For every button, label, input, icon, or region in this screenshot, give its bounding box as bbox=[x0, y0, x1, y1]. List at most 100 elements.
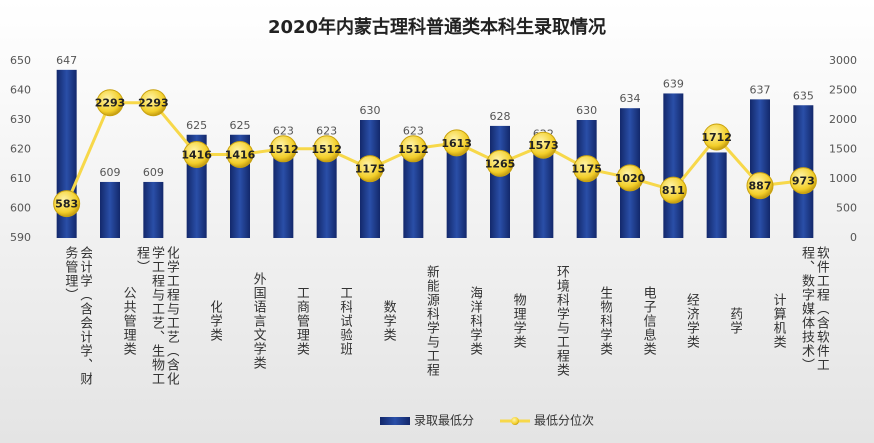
y2-tick-label: 2000 bbox=[829, 113, 857, 126]
legend-label: 最低分位次 bbox=[534, 413, 594, 428]
y-tick-label: 590 bbox=[10, 231, 31, 244]
bar bbox=[403, 140, 424, 238]
line-marker bbox=[529, 131, 557, 159]
y-tick-label: 600 bbox=[10, 202, 31, 215]
bar bbox=[750, 99, 770, 238]
x-tick-label: 环境科学与工程类 bbox=[553, 265, 569, 377]
bar-value-label: 625 bbox=[230, 119, 251, 132]
x-tick-label-box: 药学 bbox=[727, 307, 743, 335]
legend-swatch bbox=[380, 417, 410, 425]
chart-title: 2020年内蒙古理科普通类本科生录取情况 bbox=[268, 16, 606, 38]
x-tick-label-box: 生物科学类 bbox=[597, 286, 612, 356]
legend-swatch-marker bbox=[511, 417, 519, 425]
bar bbox=[706, 152, 727, 238]
line-value-label: 1712 bbox=[701, 131, 732, 144]
line-value-label: 1613 bbox=[441, 137, 472, 150]
x-tick-label: 药学 bbox=[727, 307, 743, 335]
x-tick-label: 工商管理类 bbox=[293, 286, 309, 356]
x-tick-label: 化学类 bbox=[207, 300, 223, 342]
line-marker bbox=[183, 140, 211, 168]
line-value-label: 1512 bbox=[268, 143, 299, 156]
bar bbox=[663, 93, 684, 238]
y2-tick-label: 1500 bbox=[829, 143, 857, 156]
line-value-label: 1175 bbox=[571, 163, 602, 176]
y-tick-label: 630 bbox=[10, 113, 31, 126]
y-tick-label: 610 bbox=[10, 172, 31, 185]
line-value-label: 1265 bbox=[485, 157, 516, 170]
line-marker bbox=[313, 135, 341, 163]
bar bbox=[143, 181, 164, 238]
x-tick-label-box: 计算机类 bbox=[770, 293, 786, 349]
line-value-label: 1416 bbox=[225, 148, 256, 161]
bar-value-label: 628 bbox=[490, 110, 511, 123]
line-value-label: 1416 bbox=[181, 148, 212, 161]
x-tick-label-box: 外国语言文学类 bbox=[250, 272, 266, 370]
x-tick-label-box: 海洋科学类 bbox=[467, 286, 482, 356]
bar-value-label: 639 bbox=[663, 77, 684, 90]
x-tick-label-box: 经济学类 bbox=[683, 293, 699, 349]
y2-tick-label: 500 bbox=[836, 202, 857, 215]
x-tick-label: 计算机类 bbox=[770, 293, 786, 349]
x-tick-label: 新能源科学与工程 bbox=[423, 265, 439, 377]
line-marker bbox=[659, 176, 687, 204]
x-tick-label-box: 会计学（含会计学、财务管理） bbox=[62, 246, 93, 386]
bar-value-label: 635 bbox=[793, 89, 814, 102]
y-tick-label: 640 bbox=[10, 84, 31, 97]
line-marker bbox=[269, 135, 297, 163]
x-tick-label-box: 化学工程与工艺（含化学工程与工艺、生物工程） bbox=[133, 246, 179, 386]
bar bbox=[316, 140, 337, 238]
line-marker bbox=[356, 155, 384, 183]
x-tick-label: 化学工程与工艺（含化学工程与工艺、生物工程） bbox=[133, 246, 179, 386]
line-value-label: 2293 bbox=[138, 97, 169, 110]
line-value-label: 1020 bbox=[615, 172, 646, 185]
x-tick-label-box: 化学类 bbox=[207, 300, 223, 342]
bar-value-label: 630 bbox=[360, 104, 381, 117]
y-tick-label: 650 bbox=[10, 54, 31, 67]
bar-value-label: 647 bbox=[56, 54, 77, 67]
line-value-label: 811 bbox=[662, 184, 685, 197]
x-tick-label-box: 电子信息类 bbox=[640, 286, 656, 356]
x-tick-label: 电子信息类 bbox=[640, 286, 656, 356]
line-value-label: 973 bbox=[792, 175, 815, 188]
bar-value-label: 630 bbox=[576, 104, 597, 117]
line-value-label: 583 bbox=[55, 198, 78, 211]
bar bbox=[446, 146, 467, 238]
x-tick-label: 会计学（含会计学、财务管理） bbox=[62, 246, 93, 386]
bar-value-label: 623 bbox=[273, 125, 294, 138]
bar bbox=[533, 143, 554, 238]
x-tick-label-box: 新能源科学与工程 bbox=[423, 265, 439, 377]
x-tick-label: 数学类 bbox=[380, 300, 396, 342]
bar bbox=[490, 125, 510, 238]
bar-value-label: 625 bbox=[186, 119, 207, 132]
x-tick-label: 外国语言文学类 bbox=[250, 272, 266, 370]
line-marker bbox=[746, 172, 774, 200]
y2-tick-label: 2500 bbox=[829, 84, 857, 97]
x-tick-label-box: 工商管理类 bbox=[293, 286, 309, 356]
line-marker bbox=[703, 123, 731, 151]
bar-value-label: 634 bbox=[620, 92, 641, 105]
line-marker bbox=[486, 149, 514, 177]
line-marker bbox=[573, 155, 601, 183]
x-tick-label: 经济学类 bbox=[683, 293, 699, 349]
x-tick-label-box: 物理学类 bbox=[511, 293, 526, 349]
line-marker bbox=[226, 140, 254, 168]
bar bbox=[273, 140, 294, 238]
bar bbox=[100, 181, 120, 238]
legend-label: 录取最低分 bbox=[414, 414, 474, 428]
bar-value-label: 637 bbox=[750, 83, 771, 96]
y2-tick-label: 3000 bbox=[829, 54, 857, 67]
line-value-label: 2293 bbox=[95, 97, 126, 110]
x-tick-label-box: 工科试验班 bbox=[337, 286, 352, 356]
line-marker bbox=[443, 129, 471, 157]
line-value-label: 887 bbox=[749, 180, 772, 193]
y2-tick-label: 1000 bbox=[829, 172, 857, 185]
line-value-label: 1512 bbox=[398, 143, 429, 156]
line-marker bbox=[616, 164, 644, 192]
line-marker bbox=[139, 89, 167, 117]
line-value-label: 1512 bbox=[311, 143, 342, 156]
x-tick-label: 软件工程（含软件工程、数字媒体技术） bbox=[798, 246, 829, 372]
x-tick-label-box: 数学类 bbox=[380, 300, 396, 342]
line-marker bbox=[96, 89, 124, 117]
x-tick-label: 公共管理类 bbox=[120, 286, 136, 356]
